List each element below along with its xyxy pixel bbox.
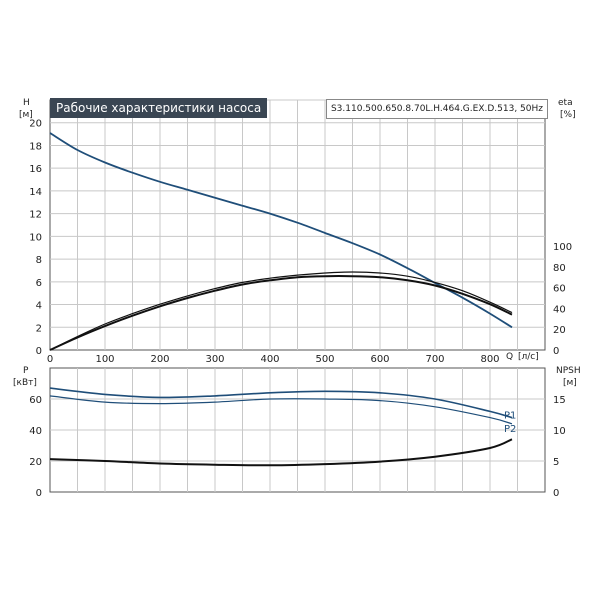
q-tick-label: 600 — [370, 354, 389, 365]
eta-axis-unit: [%] — [560, 110, 576, 120]
p-axis-label: P — [23, 366, 29, 376]
h-axis-unit: [м] — [19, 110, 33, 120]
p2-series-label: P2 — [504, 424, 516, 435]
npsh-tick-label: 10 — [553, 426, 566, 437]
q-tick-label: 0 — [47, 354, 53, 365]
h-tick-label: 14 — [29, 187, 42, 198]
q-axis-unit: [л/с] — [518, 352, 539, 362]
q-axis-label: Q — [506, 352, 514, 362]
q-tick-label: 400 — [260, 354, 279, 365]
p-axis-unit: [кВт] — [13, 378, 37, 388]
chart-title: Рабочие характеристики насоса — [50, 98, 268, 118]
p-tick-label: 20 — [29, 457, 42, 468]
npsh-tick-label: 5 — [553, 457, 559, 468]
h-tick-label: 8 — [36, 255, 42, 266]
q-tick-label: 200 — [150, 354, 169, 365]
p2-curve — [49, 395, 513, 425]
h-axis-label: H — [23, 98, 30, 108]
h-tick-label: 12 — [29, 210, 42, 221]
p-tick-label: 0 — [36, 488, 42, 499]
h-tick-label: 10 — [29, 232, 42, 243]
eta-tick-label: 0 — [553, 346, 559, 357]
h-tick-label: 18 — [29, 141, 42, 152]
h-tick-label: 6 — [36, 278, 42, 289]
eta-curve-outer — [49, 271, 513, 351]
h-tick-label: 20 — [29, 119, 42, 130]
npsh-curve — [49, 438, 513, 467]
eta-tick-label: 20 — [553, 325, 566, 336]
q-tick-label: 300 — [205, 354, 224, 365]
eta-tick-label: 40 — [553, 304, 566, 315]
head-curve — [49, 132, 513, 329]
eta-axis-label: eta — [558, 98, 573, 108]
p-tick-label: 40 — [29, 426, 42, 437]
npsh-tick-label: 0 — [553, 488, 559, 499]
q-tick-label: 500 — [315, 354, 334, 365]
eta-tick-label: 80 — [553, 263, 566, 274]
h-tick-label: 2 — [36, 323, 42, 334]
npsh-axis-label: NPSH — [556, 366, 581, 376]
p1-curve — [49, 387, 513, 419]
h-tick-label: 4 — [36, 301, 42, 312]
npsh-axis-unit: [м] — [563, 378, 577, 388]
npsh-tick-label: 15 — [553, 395, 566, 406]
q-tick-label: 700 — [425, 354, 444, 365]
eta-tick-label: 60 — [553, 284, 566, 295]
q-tick-label: 800 — [480, 354, 499, 365]
p-tick-label: 60 — [29, 395, 42, 406]
model-label: S3.110.500.650.8.70L.H.464.G.EX.D.513, 5… — [325, 99, 548, 119]
h-tick-label: 0 — [36, 346, 42, 357]
q-tick-label: 100 — [95, 354, 114, 365]
eta-curve-inner — [49, 275, 513, 351]
p1-series-label: P1 — [504, 411, 516, 422]
h-tick-label: 16 — [29, 164, 42, 175]
eta-tick-label: 100 — [553, 242, 572, 253]
